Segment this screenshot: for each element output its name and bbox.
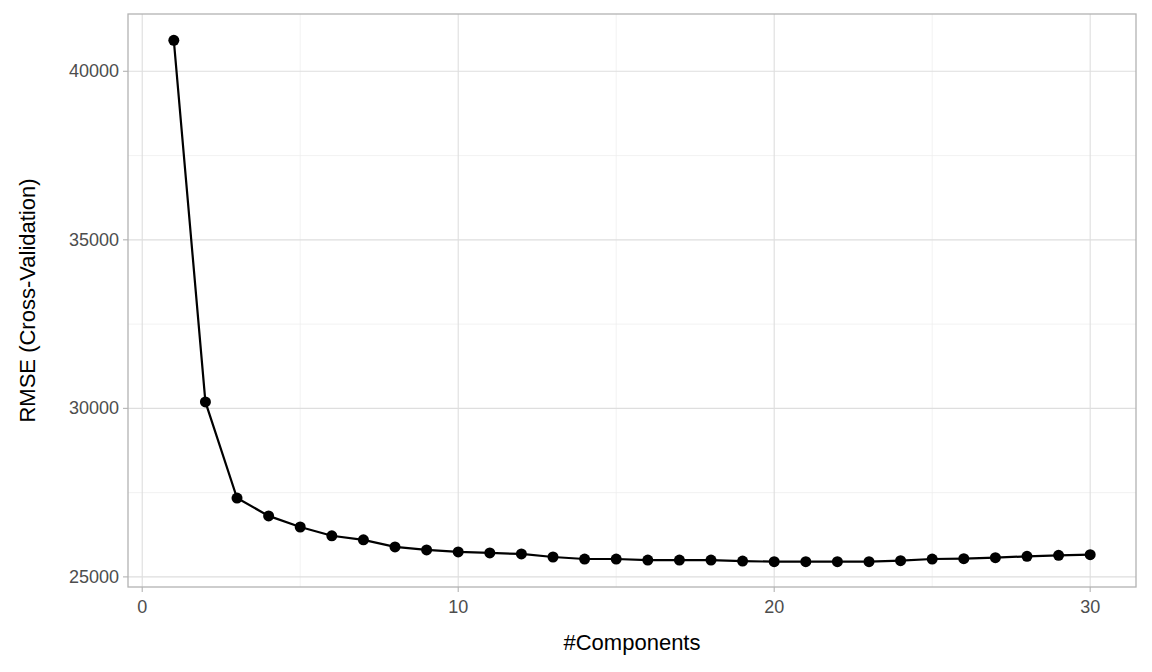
grid-x <box>458 14 459 587</box>
point <box>800 556 811 567</box>
point <box>358 534 369 545</box>
tick-label-x: 30 <box>1080 597 1100 617</box>
tick-x <box>458 587 459 592</box>
point <box>232 493 243 504</box>
tick-label-y: 40000 <box>69 61 119 81</box>
tick-label-y: 25000 <box>69 567 119 587</box>
point <box>832 556 843 567</box>
point <box>390 541 401 552</box>
point <box>737 556 748 567</box>
point <box>200 396 211 407</box>
tick-y <box>123 408 128 409</box>
point <box>579 554 590 565</box>
tick-x <box>774 587 775 592</box>
tick-y <box>123 576 128 577</box>
point <box>548 552 559 563</box>
minor-grid-x <box>932 14 933 587</box>
grid-x <box>774 14 775 587</box>
tick-label-x: 20 <box>764 597 784 617</box>
grid-y <box>128 408 1136 409</box>
panel-background <box>128 14 1136 587</box>
grid-y <box>128 576 1136 577</box>
grid-x <box>142 14 143 587</box>
grid-y <box>128 71 1136 72</box>
point <box>895 555 906 566</box>
point <box>484 547 495 558</box>
series-line <box>174 40 1090 561</box>
tick-label-y: 30000 <box>69 398 119 418</box>
point <box>263 510 274 521</box>
point <box>326 530 337 541</box>
point <box>1021 551 1032 562</box>
point <box>453 546 464 557</box>
tick-x <box>1090 587 1091 592</box>
point <box>1053 550 1064 561</box>
point <box>1085 549 1096 560</box>
point <box>674 555 685 566</box>
minor-grid-y <box>128 492 1136 493</box>
point <box>642 555 653 566</box>
point <box>863 556 874 567</box>
point <box>958 553 969 564</box>
point <box>611 554 622 565</box>
point <box>990 552 1001 563</box>
point <box>516 548 527 559</box>
chart: 0 10 20 30 25000 30000 35000 40000 #Components RM… <box>0 0 1152 672</box>
x-axis-title: #Components <box>564 630 701 655</box>
tick-label-x: 0 <box>137 597 147 617</box>
tick-x <box>142 587 143 592</box>
tick-label-x: 10 <box>448 597 468 617</box>
point <box>705 555 716 566</box>
point <box>769 556 780 567</box>
point <box>927 554 938 565</box>
point <box>421 544 432 555</box>
point <box>295 522 306 533</box>
tick-label-y: 35000 <box>69 230 119 250</box>
minor-grid-y <box>128 155 1136 156</box>
grid-y <box>128 239 1136 240</box>
point <box>168 35 179 46</box>
plot-area <box>168 35 1095 567</box>
minor-grid-x <box>616 14 617 587</box>
panel-border <box>128 14 1136 587</box>
minor-grid-x <box>300 14 301 587</box>
tick-y <box>123 239 128 240</box>
y-axis-title: RMSE (Cross-Validation) <box>15 178 40 422</box>
minor-grid-y <box>128 324 1136 325</box>
tick-y <box>123 71 128 72</box>
grid-x <box>1090 14 1091 587</box>
